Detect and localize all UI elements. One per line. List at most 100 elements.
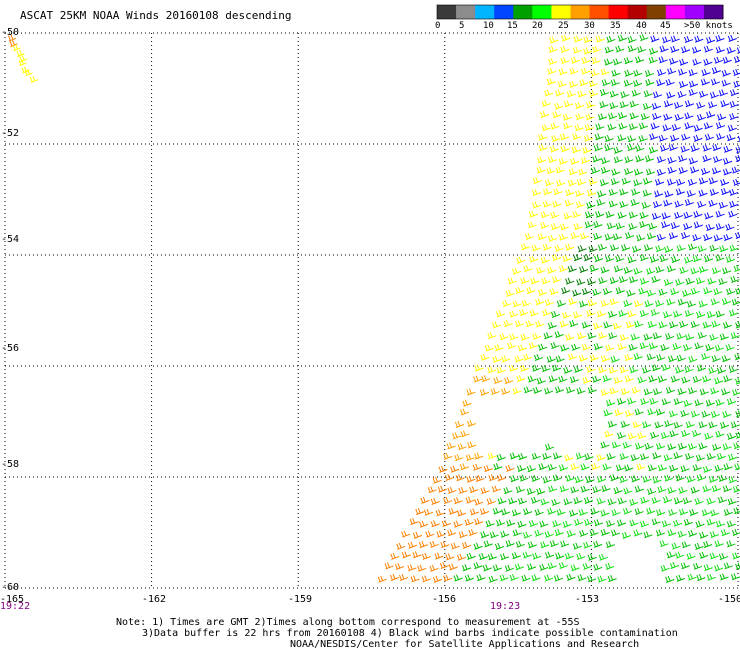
wind-barb bbox=[562, 311, 572, 319]
wind-barb bbox=[608, 188, 618, 196]
wind-barb bbox=[453, 520, 463, 528]
wind-barb bbox=[714, 344, 724, 352]
wind-barb bbox=[664, 190, 674, 198]
wind-barb bbox=[423, 508, 434, 516]
wind-barb bbox=[461, 541, 472, 549]
wind-barb bbox=[666, 265, 676, 273]
wind-barb bbox=[469, 508, 479, 516]
wind-barb bbox=[697, 245, 707, 253]
wind-barb bbox=[681, 231, 691, 240]
wind-barb bbox=[609, 277, 619, 285]
wind-barb bbox=[729, 113, 739, 121]
wind-barb bbox=[600, 266, 610, 274]
wind-barb bbox=[694, 542, 704, 550]
wind-barb bbox=[593, 322, 603, 330]
wind-barb bbox=[693, 134, 703, 142]
wind-barb bbox=[633, 353, 643, 361]
wind-barb bbox=[623, 266, 633, 274]
wind-barb bbox=[572, 311, 583, 319]
wind-barb bbox=[573, 223, 583, 231]
wind-barb bbox=[707, 277, 717, 285]
wind-barb bbox=[586, 101, 596, 109]
lon-label: -165 bbox=[0, 594, 25, 605]
wind-barb bbox=[732, 552, 740, 560]
wind-barb bbox=[594, 133, 604, 141]
wind-barb bbox=[650, 35, 660, 43]
wind-barb bbox=[588, 245, 598, 253]
wind-barb bbox=[544, 443, 555, 451]
wind-barb bbox=[680, 465, 690, 473]
wind-barb bbox=[8, 34, 17, 42]
wind-barb bbox=[562, 520, 572, 528]
wind-barb bbox=[573, 497, 583, 505]
wind-barb bbox=[695, 520, 705, 528]
wind-barb bbox=[673, 310, 683, 318]
wind-barb bbox=[606, 222, 616, 230]
wind-barb bbox=[731, 298, 740, 306]
wind-barb bbox=[718, 278, 728, 286]
wind-barb bbox=[667, 529, 677, 537]
wind-barb bbox=[377, 575, 387, 583]
wind-barb bbox=[623, 487, 633, 495]
wind-barb bbox=[676, 244, 686, 252]
wind-barbs bbox=[8, 34, 740, 583]
wind-barb bbox=[436, 530, 446, 538]
wind-barb bbox=[540, 541, 550, 549]
wind-barb bbox=[587, 386, 597, 394]
wind-barb bbox=[600, 388, 610, 396]
lat-label: -56 bbox=[1, 343, 20, 354]
wind-barb bbox=[446, 442, 456, 450]
wind-barb bbox=[609, 298, 619, 306]
wind-barb bbox=[399, 573, 409, 582]
wind-barb bbox=[668, 509, 678, 517]
wind-barb bbox=[652, 112, 662, 120]
wind-barb bbox=[690, 144, 700, 152]
wind-barb bbox=[734, 353, 740, 361]
wind-barb bbox=[696, 113, 707, 121]
wind-barb bbox=[580, 463, 590, 471]
wind-barb bbox=[656, 508, 666, 516]
wind-barb bbox=[651, 212, 662, 220]
legend-swatch bbox=[684, 5, 705, 19]
wind-barb bbox=[637, 45, 647, 54]
wind-barb bbox=[713, 288, 723, 296]
wind-barb bbox=[648, 47, 659, 55]
wind-barb bbox=[523, 508, 533, 516]
wind-barb bbox=[624, 167, 634, 176]
note-line-2: 3)Data buffer is 22 hrs from 20160108 4)… bbox=[142, 628, 678, 639]
wind-barb bbox=[632, 245, 642, 253]
wind-barb bbox=[537, 233, 547, 241]
wind-barb bbox=[603, 409, 613, 417]
wind-barb bbox=[690, 410, 701, 418]
wind-barb bbox=[575, 200, 586, 209]
wind-barb bbox=[544, 89, 554, 97]
wind-barb bbox=[688, 387, 698, 395]
wind-barb bbox=[598, 277, 608, 285]
legend-swatch bbox=[475, 5, 495, 19]
wind-barb bbox=[550, 211, 560, 219]
wind-barb bbox=[730, 573, 740, 581]
wind-barb bbox=[663, 278, 674, 286]
wind-barb bbox=[558, 157, 568, 165]
wind-barb bbox=[555, 89, 565, 97]
wind-barb bbox=[579, 529, 589, 537]
wind-barb bbox=[692, 58, 702, 66]
wind-barb bbox=[576, 553, 586, 561]
wind-barb bbox=[717, 113, 727, 121]
wind-barb bbox=[29, 76, 38, 84]
wind-barb bbox=[722, 168, 732, 176]
lon-label: -159 bbox=[288, 594, 313, 605]
legend-frame bbox=[436, 4, 724, 20]
wind-barb bbox=[677, 442, 688, 450]
wind-barb bbox=[694, 497, 704, 505]
wind-barb bbox=[565, 189, 575, 197]
wind-barb bbox=[732, 388, 740, 396]
wind-barb bbox=[681, 46, 691, 54]
wind-barb bbox=[665, 575, 675, 583]
legend-label: 15 bbox=[507, 21, 518, 31]
wind-barb bbox=[653, 388, 663, 396]
wind-barb bbox=[570, 232, 580, 240]
wind-barb bbox=[623, 79, 633, 87]
wind-barb bbox=[589, 265, 599, 273]
wind-barb bbox=[536, 487, 546, 495]
